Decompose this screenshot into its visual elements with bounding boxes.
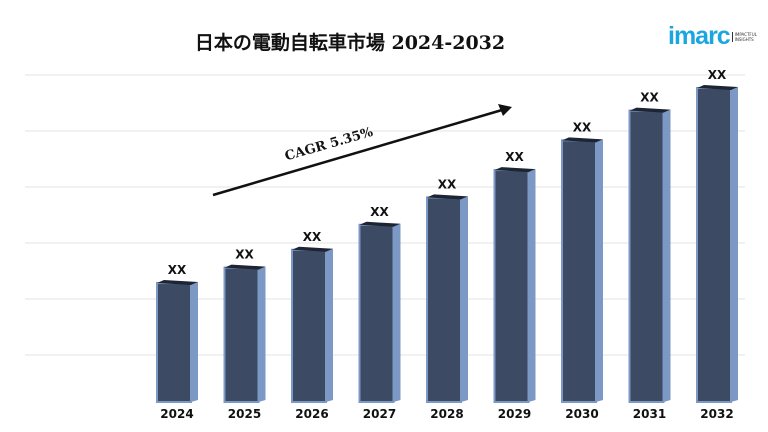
bar bbox=[223, 266, 260, 403]
data-label: XX bbox=[573, 120, 592, 134]
imarc-logo: imarc IMPACTFUL INSIGHTS bbox=[668, 22, 768, 51]
bar-top bbox=[494, 167, 536, 173]
x-tick-label: 2029 bbox=[498, 407, 531, 421]
bar-side bbox=[528, 169, 536, 402]
x-tick-label: 2024 bbox=[160, 407, 193, 421]
cagr-arrowhead bbox=[498, 104, 512, 116]
bar bbox=[358, 223, 395, 403]
x-tick-label: 2025 bbox=[228, 407, 261, 421]
chart-title: 日本の電動自転車市場 2024-2032 bbox=[194, 32, 506, 54]
bar-side bbox=[461, 196, 468, 402]
bar-top bbox=[697, 85, 738, 90]
bar-top bbox=[427, 194, 468, 200]
cagr-arrow-line bbox=[212, 108, 503, 197]
data-label: XX bbox=[370, 205, 389, 219]
bar-top bbox=[157, 280, 198, 286]
bar bbox=[561, 139, 597, 403]
bar bbox=[696, 87, 732, 403]
logo-tagline: IMPACTFUL INSIGHTS bbox=[731, 31, 768, 42]
data-label: XX bbox=[438, 177, 457, 191]
x-tick-label: 2032 bbox=[700, 407, 733, 421]
bar bbox=[291, 248, 327, 403]
data-label: XX bbox=[640, 91, 659, 105]
bar-side bbox=[258, 266, 266, 402]
bar-side bbox=[393, 223, 401, 402]
bar-side bbox=[663, 109, 671, 403]
bar-top bbox=[359, 221, 401, 227]
data-label: XX bbox=[303, 230, 322, 244]
data-label: XX bbox=[235, 248, 254, 262]
bar bbox=[426, 196, 462, 403]
bar-top bbox=[224, 264, 266, 270]
bar-side bbox=[596, 139, 603, 403]
x-tick-label: 2026 bbox=[295, 407, 328, 421]
logo-word: imarc bbox=[668, 22, 731, 50]
x-tick-label: 2030 bbox=[565, 407, 598, 421]
bar-top bbox=[629, 107, 671, 113]
bar bbox=[156, 282, 192, 403]
x-tick-label: 2027 bbox=[363, 407, 396, 421]
bar-side bbox=[326, 248, 333, 402]
data-label: XX bbox=[708, 68, 727, 82]
data-label: XX bbox=[168, 263, 187, 277]
bar bbox=[628, 109, 665, 404]
bar-side bbox=[731, 87, 738, 402]
bar-side bbox=[191, 282, 198, 402]
x-tick-label: 2028 bbox=[430, 407, 463, 421]
bar bbox=[493, 169, 530, 403]
bar-top bbox=[562, 137, 603, 143]
x-tick-label: 2031 bbox=[633, 407, 666, 421]
data-label: XX bbox=[505, 150, 524, 164]
bar-top bbox=[292, 246, 333, 252]
